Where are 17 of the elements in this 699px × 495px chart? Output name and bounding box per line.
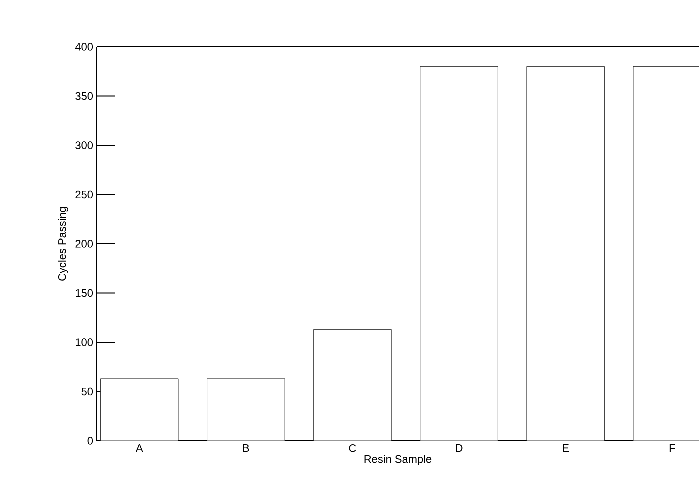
y-tick-label: 100: [76, 338, 94, 346]
y-tick-label: 200: [76, 240, 94, 248]
y-tick-label: 50: [82, 388, 94, 396]
x-tick-label: B: [243, 444, 250, 452]
x-tick-label: F: [670, 444, 676, 452]
x-tick-label: E: [563, 444, 569, 452]
y-tick-label: 350: [76, 92, 94, 100]
y-tick-label: 300: [76, 142, 94, 150]
x-tick-label: A: [136, 444, 144, 452]
y-tick-label: 250: [76, 190, 94, 199]
y-axis-title: Cycles Passing: [58, 207, 68, 281]
y-tick-label: 150: [76, 289, 94, 298]
y-tick-label: 400: [75, 43, 94, 51]
y-tick-label: 0: [88, 437, 94, 445]
x-axis-title: Resin Sample: [364, 455, 432, 466]
x-tick-label: C: [349, 444, 356, 452]
x-tick-label: D: [456, 444, 463, 452]
